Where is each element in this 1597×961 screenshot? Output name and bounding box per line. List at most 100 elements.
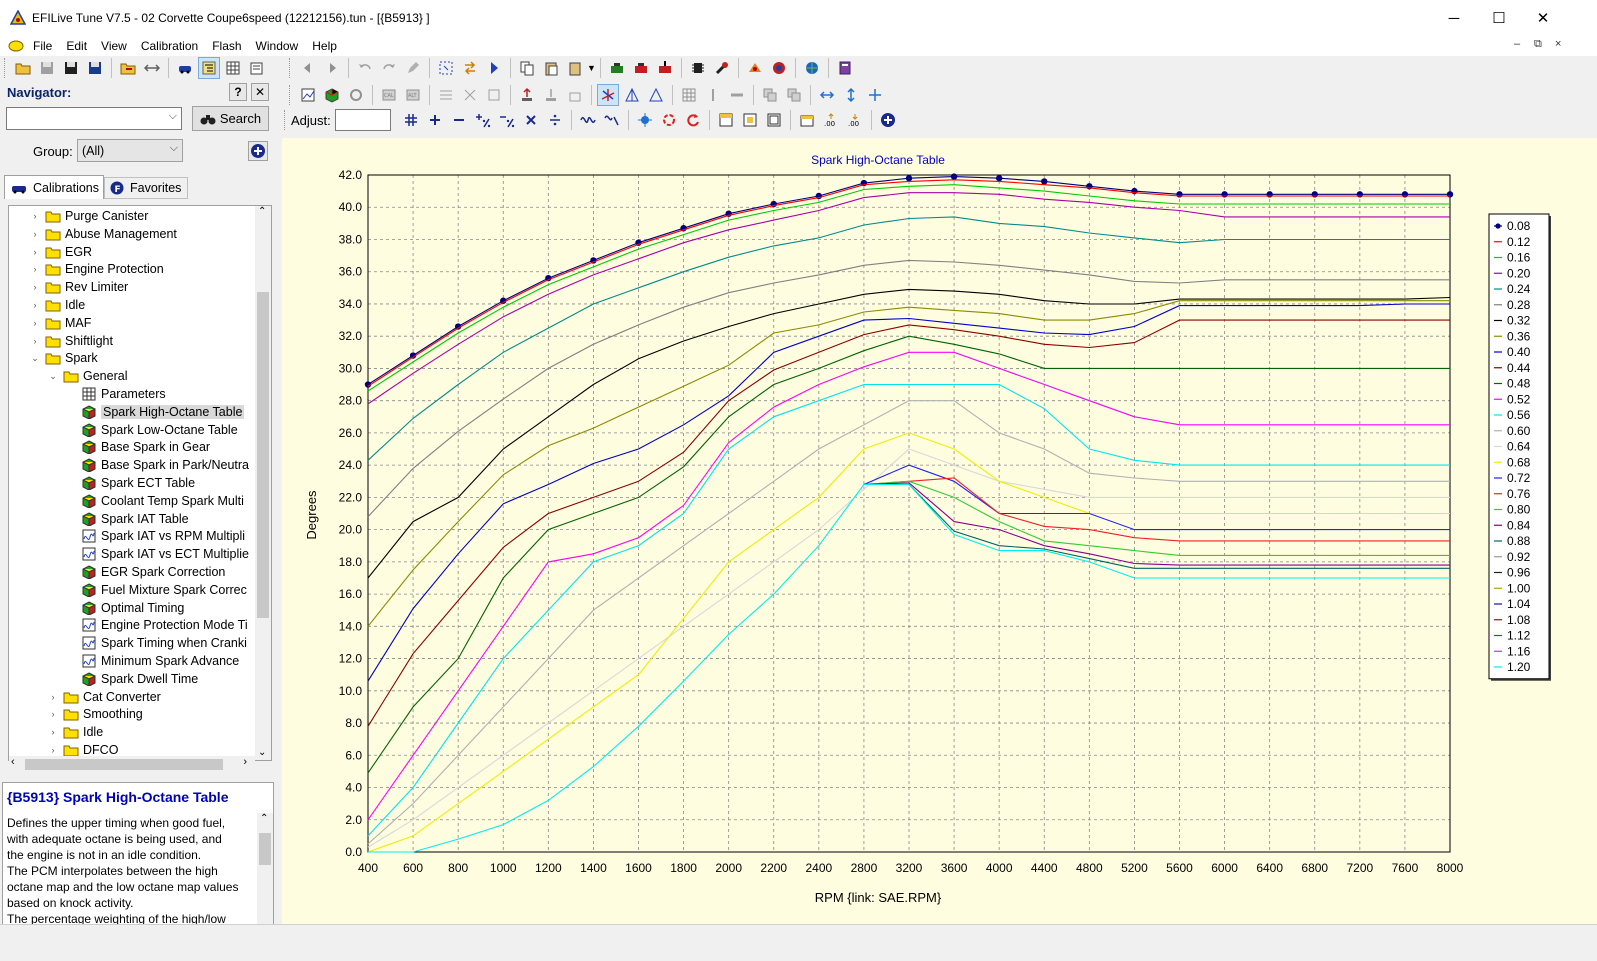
series-line-0.84[interactable] (863, 482, 1450, 566)
chevron-right-icon[interactable]: › (33, 317, 37, 328)
swap-button[interactable] (459, 57, 481, 79)
save-button[interactable] (60, 57, 82, 79)
navigator-toggle-button[interactable] (198, 57, 220, 79)
smooth-button[interactable] (483, 84, 505, 106)
tree-item[interactable]: Coolant Temp Spark Multi (65, 492, 244, 510)
data-point[interactable] (1176, 191, 1183, 198)
tree-item[interactable]: › MAF (29, 314, 92, 332)
tree-item[interactable]: › Rev Limiter (29, 278, 129, 296)
chevron-right-icon[interactable]: › (51, 691, 55, 702)
horizontal-bar-button[interactable] (726, 84, 748, 106)
tree-item[interactable]: › DFCO (47, 741, 119, 759)
chevron-right-icon[interactable]: › (33, 228, 37, 239)
tree-item[interactable]: › Engine Protection (29, 260, 164, 278)
cal-button[interactable]: CAL (378, 84, 400, 106)
divide-button[interactable] (544, 109, 566, 131)
tree-item[interactable]: › EGR (29, 243, 93, 261)
chevron-right-icon[interactable]: › (33, 264, 37, 275)
vertical-bar-button[interactable] (702, 84, 724, 106)
tree-item[interactable]: › Abuse Management (29, 225, 177, 243)
data-point[interactable] (590, 257, 597, 264)
play-button[interactable] (483, 57, 505, 79)
tree-item[interactable]: Spark ECT Table (65, 474, 195, 492)
mdi-minimize-button[interactable]: – (1514, 38, 1521, 50)
table-view-button[interactable] (222, 57, 244, 79)
redo-button[interactable] (378, 57, 400, 79)
chevron-right-icon[interactable]: › (33, 335, 37, 346)
tree-item[interactable]: › Smoothing (47, 705, 143, 723)
chevron-right-icon[interactable]: › (33, 282, 37, 293)
paste-table-button[interactable] (783, 84, 805, 106)
tree-item[interactable]: Spark IAT Table (65, 510, 189, 528)
series-line-0.28[interactable] (367, 259, 1450, 518)
subtract-button[interactable] (448, 109, 470, 131)
close-button[interactable]: ✕ (1536, 10, 1550, 27)
data-point[interactable] (905, 175, 913, 182)
chart-panel[interactable]: 0.0 2.0 4.0 6.0 8.0 10.0 12.0 14.0 16.0 18.0 20.0 2… (282, 138, 1597, 924)
series-line-0.20[interactable] (367, 192, 1450, 405)
copy-table-button[interactable] (759, 84, 781, 106)
tree-hscroll-thumb[interactable] (25, 759, 223, 770)
view-top-button[interactable] (621, 84, 643, 106)
series-line-0.12[interactable] (367, 179, 1450, 387)
description-scrollbar[interactable]: ⌃ ⌄ (257, 813, 273, 941)
tree-horizontal-scrollbar[interactable]: ‹ › (9, 756, 255, 772)
interpolate-h-button[interactable] (435, 84, 457, 106)
mdi-close-button[interactable]: × (1555, 38, 1562, 50)
chip-button[interactable] (687, 57, 709, 79)
expand-v-button[interactable] (840, 84, 862, 106)
tree-item[interactable]: › Idle (29, 296, 86, 314)
tree-item[interactable]: Spark High-Octane Table (65, 403, 245, 421)
series-line-0.48[interactable] (367, 335, 1450, 774)
spark-chart[interactable]: 0.0 2.0 4.0 6.0 8.0 10.0 12.0 14.0 16.0 18.0 20.0 2… (282, 138, 1597, 924)
calibration-tree[interactable]: › Purge Canister › Abuse Management › EGR › Eng… (8, 205, 272, 761)
chevron-down-icon[interactable]: ⌄ (31, 352, 39, 363)
center-button[interactable] (634, 109, 656, 131)
data-point[interactable] (995, 175, 1003, 182)
data-point[interactable] (364, 381, 372, 388)
paste-special-button[interactable] (564, 57, 586, 79)
tree-item[interactable]: Base Spark in Gear (65, 438, 210, 456)
series-line-0.52[interactable] (367, 351, 1450, 821)
series-line-0.72[interactable] (863, 464, 1450, 531)
tree-item[interactable]: Optimal Timing (65, 599, 184, 617)
view-xyz-button[interactable] (597, 84, 619, 106)
view-side-button[interactable] (645, 84, 667, 106)
maximize-button[interactable]: ☐ (1492, 10, 1506, 27)
data-point[interactable] (409, 352, 417, 359)
reset-selection-button[interactable] (658, 109, 680, 131)
description-scroll-thumb[interactable] (259, 833, 271, 865)
expand-h-button[interactable] (816, 84, 838, 106)
group-select[interactable]: (All) ⌵ (77, 139, 183, 162)
save-disabled-button[interactable] (36, 57, 58, 79)
help-book-button[interactable] (834, 57, 856, 79)
data-point[interactable] (545, 274, 552, 282)
series-line-0.80[interactable] (863, 480, 1450, 556)
table-fill-button[interactable] (763, 109, 785, 131)
data-point[interactable] (1041, 178, 1048, 185)
tree-item[interactable]: Spark Dwell Time (65, 670, 198, 688)
zoom-in-button[interactable] (877, 109, 899, 131)
data-point[interactable] (1221, 191, 1228, 198)
series-line-0.36[interactable] (367, 300, 1450, 627)
chevron-right-icon[interactable]: › (51, 709, 55, 720)
efilive-button[interactable] (768, 57, 790, 79)
menu-help[interactable]: Help (312, 39, 337, 53)
tree-item[interactable]: Spark Timing when Cranki (65, 634, 247, 652)
navigator-help-button[interactable]: ? (229, 83, 247, 101)
grid-button[interactable] (678, 84, 700, 106)
upload-button[interactable] (516, 84, 538, 106)
series-line-0.56[interactable] (367, 383, 1450, 837)
table-select-button[interactable] (739, 109, 761, 131)
series-line-0.16[interactable] (367, 184, 1450, 392)
mdi-restore-button[interactable]: ⧉ (1534, 38, 1542, 50)
data-point[interactable] (1266, 191, 1273, 198)
table-props-button[interactable] (796, 109, 818, 131)
open-recent-button[interactable] (117, 57, 139, 79)
data-point[interactable] (1401, 191, 1409, 198)
rotate-button[interactable] (345, 84, 367, 106)
chevron-down-icon[interactable]: ⌄ (49, 370, 57, 381)
menu-window[interactable]: Window (255, 39, 299, 53)
add-group-button[interactable] (248, 141, 268, 161)
read-ecu-button[interactable] (606, 57, 628, 79)
